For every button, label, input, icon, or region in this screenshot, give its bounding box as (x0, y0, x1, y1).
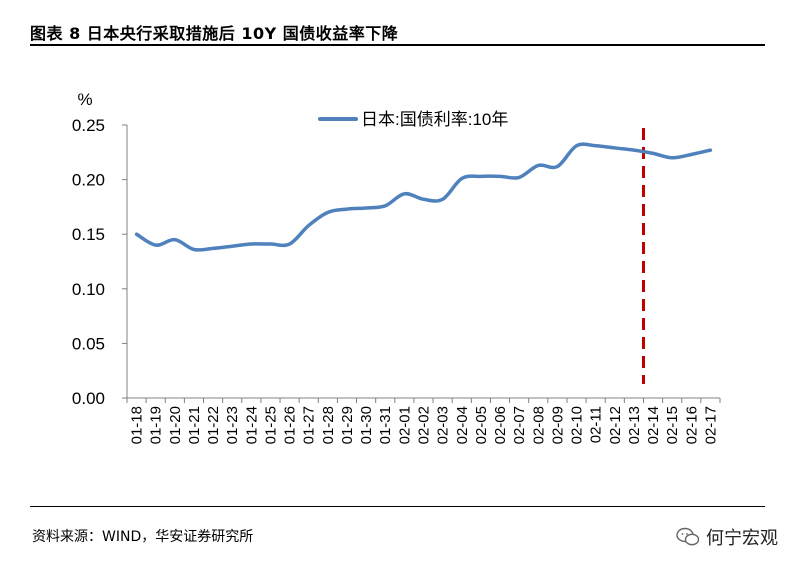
x-tick-label: 01-20 (167, 406, 184, 444)
y-tick-label: 0.20 (72, 171, 105, 190)
x-tick-label: 02-03 (435, 406, 452, 444)
x-tick-label: 02-09 (549, 406, 566, 444)
x-tick-label: 02-07 (511, 406, 528, 444)
y-axis: % 0.00 0.05 0.10 0.15 0.20 0.25 (72, 90, 128, 408)
y-tick-label: 0.10 (72, 280, 105, 299)
x-tick-label: 02-05 (473, 406, 490, 444)
x-tick-label: 02-14 (645, 406, 662, 444)
figure-title: 图表 8 日本央行采取措施后 10Y 国债收益率下降 (30, 24, 399, 43)
legend: 日本:国债利率:10年 (318, 110, 508, 129)
watermark: 何宁宏观 (676, 524, 778, 550)
series-line (134, 142, 713, 252)
x-tick-label: 02-02 (416, 406, 433, 444)
x-tick-label: 01-25 (262, 406, 279, 444)
y-tick-label: 0.15 (72, 225, 105, 244)
x-tick-label: 02-10 (569, 406, 586, 444)
x-tick-label: 02-04 (454, 406, 471, 444)
x-tick-label: 01-18 (129, 406, 146, 444)
x-tick-label: 02-01 (396, 406, 413, 444)
legend-label: 日本:国债利率:10年 (361, 110, 508, 129)
x-tick-label: 02-17 (702, 406, 719, 444)
x-tick-label: 02-12 (607, 406, 624, 444)
wechat-icon (676, 527, 700, 546)
x-tick-label: 02-06 (492, 406, 509, 444)
x-axis: 01-18 01-19 01-20 01-21 01-22 01-23 01-24 01-25… (126, 397, 721, 444)
source-note: 资料来源：WIND，华安证券研究所 (32, 529, 254, 545)
x-tick-label: 01-21 (186, 406, 203, 444)
x-tick-label: 01-26 (282, 406, 299, 444)
x-tick-label: 01-22 (205, 406, 222, 444)
series-layer (134, 142, 713, 252)
x-tick-label: 02-11 (588, 406, 605, 443)
x-tick-label: 01-31 (377, 406, 394, 444)
y-tick-label: 0.25 (72, 116, 105, 135)
x-tick-label: 01-19 (148, 406, 165, 444)
x-tick-label: 01-23 (224, 406, 241, 444)
x-tick-label: 02-16 (683, 406, 700, 444)
x-tick-label: 02-08 (530, 406, 547, 444)
source-rule (30, 506, 765, 507)
x-tick-label: 02-15 (664, 406, 681, 444)
x-tick-label: 01-30 (358, 406, 375, 444)
y-axis-unit: % (77, 90, 92, 109)
watermark-text: 何宁宏观 (706, 528, 778, 549)
y-tick-label: 0.00 (72, 389, 105, 408)
x-tick-label: 01-29 (339, 406, 356, 444)
y-tick-label: 0.05 (72, 334, 105, 353)
title-rule (30, 44, 765, 46)
x-tick-label: 01-28 (320, 406, 337, 444)
x-tick-label: 01-24 (243, 406, 260, 444)
x-tick-label: 02-13 (626, 406, 643, 444)
x-tick-label: 01-27 (301, 406, 318, 444)
